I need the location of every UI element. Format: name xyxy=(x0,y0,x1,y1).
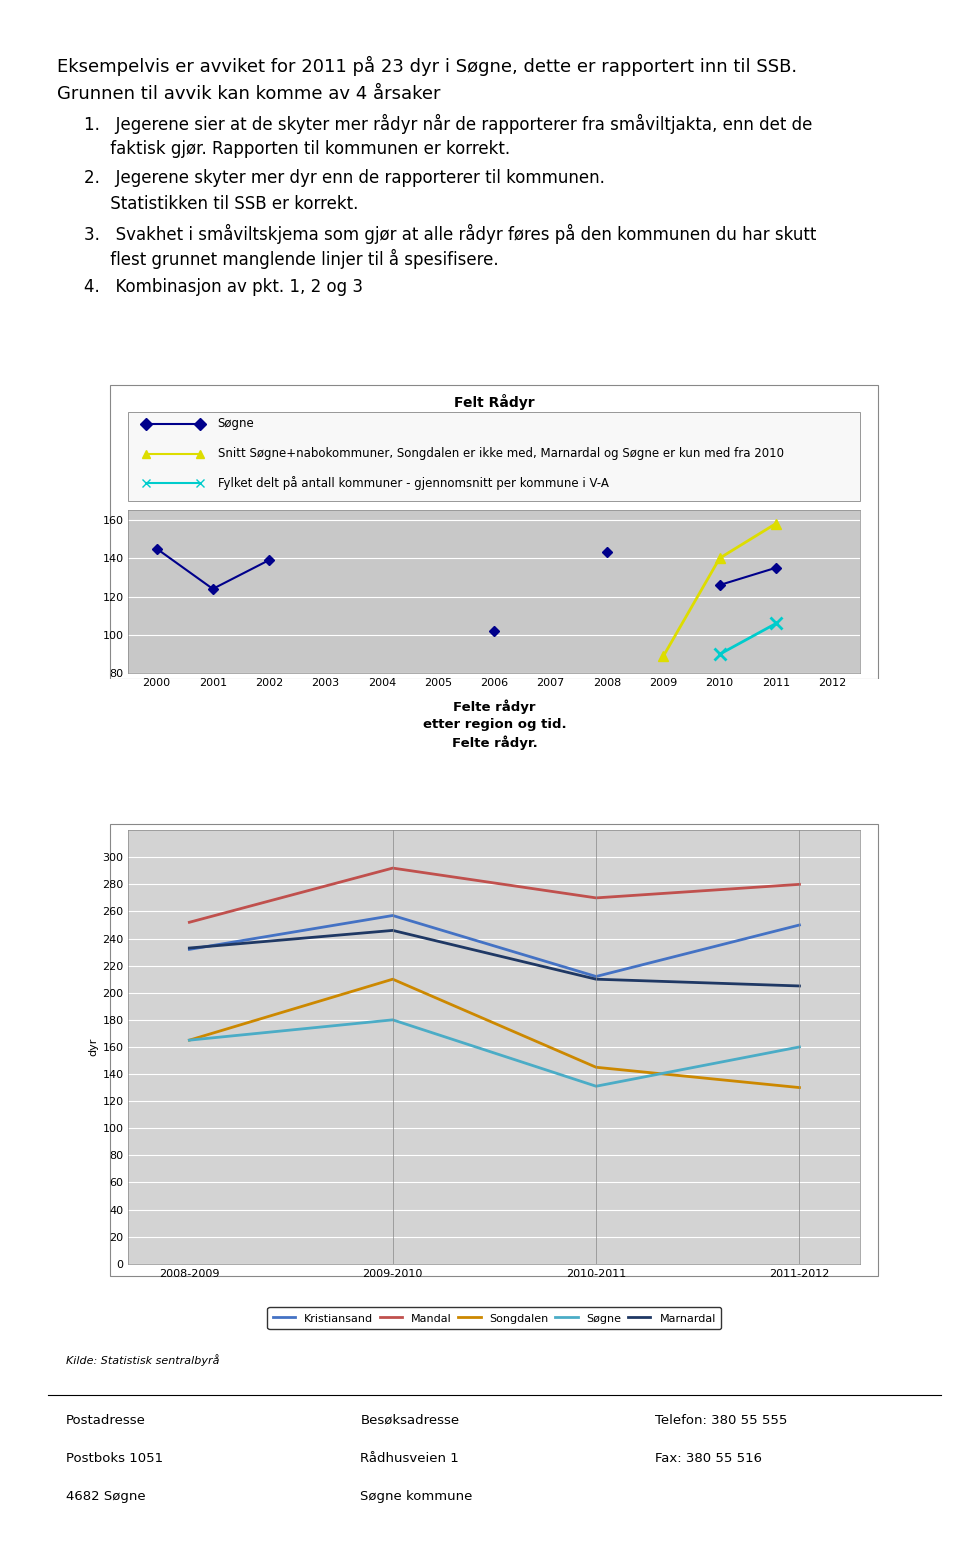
Text: Postboks 1051: Postboks 1051 xyxy=(66,1452,163,1466)
Text: Postadresse: Postadresse xyxy=(66,1415,146,1427)
Text: Søgne: Søgne xyxy=(218,417,254,431)
Text: Søgne kommune: Søgne kommune xyxy=(360,1491,473,1503)
Text: 1.   Jegerene sier at de skyter mer rådyr når de rapporterer fra småviltjakta, e: 1. Jegerene sier at de skyter mer rådyr … xyxy=(84,115,812,135)
Text: 2.   Jegerene skyter mer dyr enn de rapporterer til kommunen.: 2. Jegerene skyter mer dyr enn de rappor… xyxy=(84,169,605,186)
Text: Grunnen til avvik kan komme av 4 årsaker: Grunnen til avvik kan komme av 4 årsaker xyxy=(57,85,441,102)
Text: faktisk gjør. Rapporten til kommunen er korrekt.: faktisk gjør. Rapporten til kommunen er … xyxy=(84,140,510,158)
Text: Fylket delt på antall kommuner - gjennomsnitt per kommune i V-A: Fylket delt på antall kommuner - gjennom… xyxy=(218,476,609,490)
Text: Statistikken til SSB er korrekt.: Statistikken til SSB er korrekt. xyxy=(84,194,358,212)
Text: 4682 Søgne: 4682 Søgne xyxy=(66,1491,146,1503)
Text: Besøksadresse: Besøksadresse xyxy=(360,1415,460,1427)
Text: 3.   Svakhet i småviltskjema som gjør at alle rådyr føres på den kommunen du har: 3. Svakhet i småviltskjema som gjør at a… xyxy=(84,223,816,244)
Text: Eksempelvis er avviket for 2011 på 23 dyr i Søgne, dette er rapportert inn til S: Eksempelvis er avviket for 2011 på 23 dy… xyxy=(57,56,797,76)
Text: Felte rådyr
etter region og tid.
Felte rådyr.: Felte rådyr etter region og tid. Felte r… xyxy=(422,700,566,751)
Text: Kilde: Statistisk sentralbyrå: Kilde: Statistisk sentralbyrå xyxy=(66,1354,219,1366)
Bar xyxy=(129,413,860,501)
Text: Telefon: 380 55 555: Telefon: 380 55 555 xyxy=(655,1415,787,1427)
Text: Snitt Søgne+nabokommuner, Songdalen er ikke med, Marnardal og Søgne er kun med f: Snitt Søgne+nabokommuner, Songdalen er i… xyxy=(218,447,783,461)
Bar xyxy=(110,824,878,1275)
Legend: Kristiansand, Mandal, Songdalen, Søgne, Marnardal: Kristiansand, Mandal, Songdalen, Søgne, … xyxy=(268,1307,721,1329)
Text: 4.   Kombinasjon av pkt. 1, 2 og 3: 4. Kombinasjon av pkt. 1, 2 og 3 xyxy=(84,278,363,296)
Text: Felt Rådyr: Felt Rådyr xyxy=(454,394,535,411)
Text: Fax: 380 55 516: Fax: 380 55 516 xyxy=(655,1452,762,1466)
Text: Rådhusveien 1: Rådhusveien 1 xyxy=(360,1452,459,1466)
Text: flest grunnet manglende linjer til å spesifisere.: flest grunnet manglende linjer til å spe… xyxy=(84,250,498,270)
Bar xyxy=(110,385,878,679)
